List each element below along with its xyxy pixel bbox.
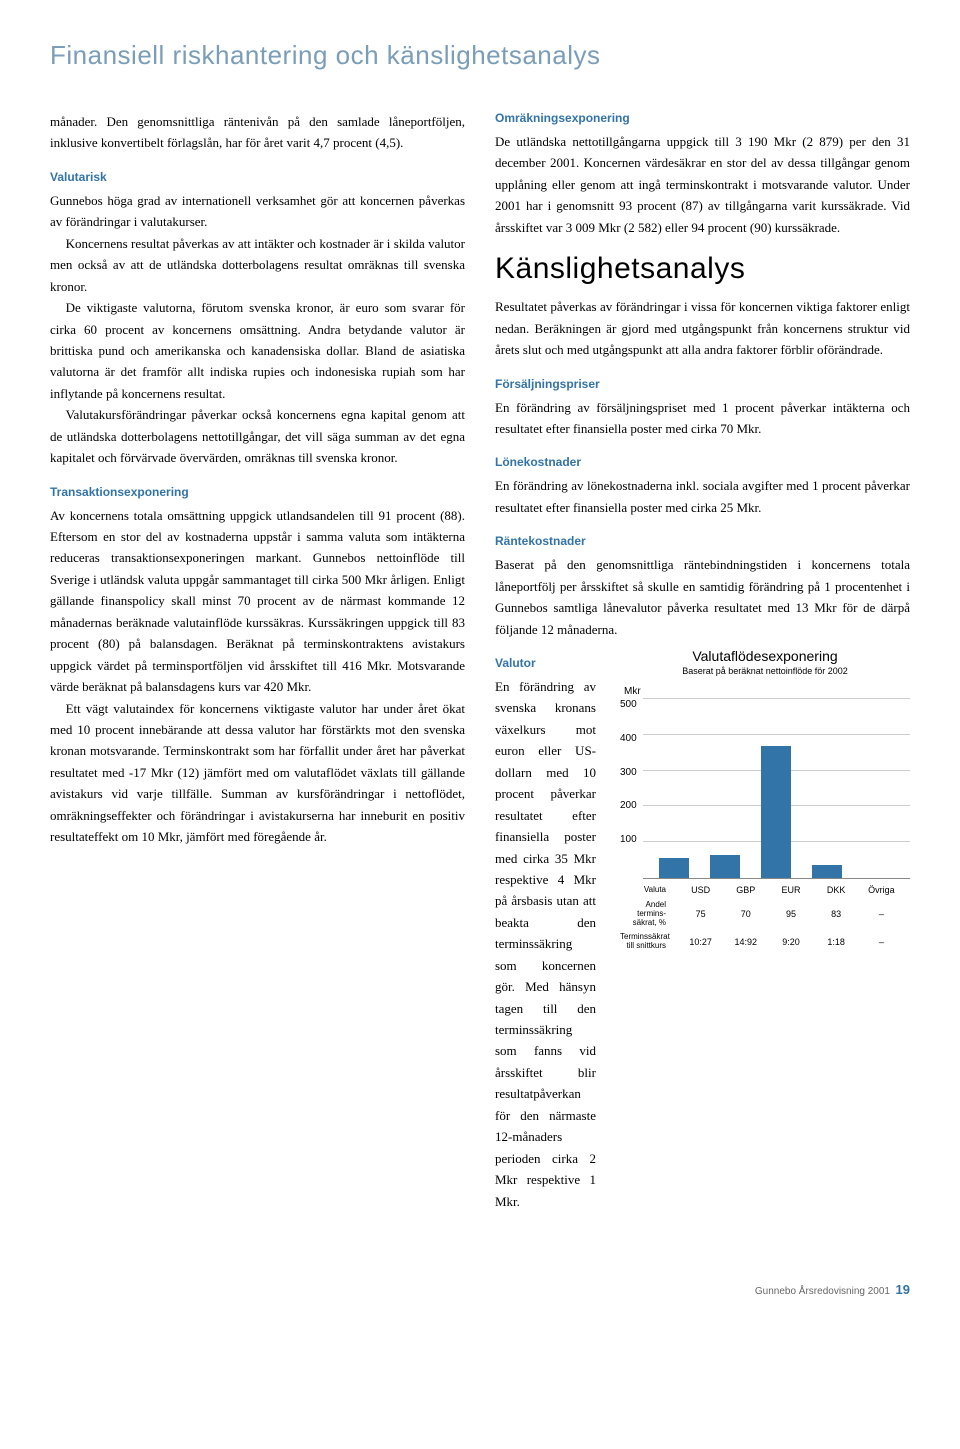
x-cell: EUR — [776, 885, 806, 895]
row-label-termins: Terminssäkrat till snittkurs — [620, 933, 672, 951]
page-footer: Gunnebo Årsredovisning 2001 19 — [50, 1282, 910, 1297]
body-paragraph: Ett vägt valutaindex för koncernens vikt… — [50, 698, 465, 848]
x-cell: 95 — [776, 909, 806, 919]
chart-termins-row: Terminssäkrat till snittkurs 10:27 14:92 9… — [620, 933, 910, 951]
body-paragraph: De viktigaste valutorna, förutom svenska… — [50, 297, 465, 404]
subhead-rantekostnader: Räntekostnader — [495, 534, 910, 548]
x-cell: 83 — [821, 909, 851, 919]
chart-category-cells: USD GBP EUR DKK Övriga — [672, 885, 910, 895]
x-cell: DKK — [821, 885, 851, 895]
subhead-omrakning: Omräkningsexponering — [495, 111, 910, 125]
chart-area: 500 400 300 200 100 — [620, 699, 910, 879]
chart-y-label: Mkr — [624, 686, 910, 697]
chart-bar — [659, 858, 689, 878]
chart-title: Valutaflödesexponering — [620, 648, 910, 664]
valutor-text-block: Valutor En förändring av svenska kronans… — [495, 640, 596, 1212]
y-tick: 100 — [620, 834, 637, 845]
valutor-and-chart-row: Valutor En förändring av svenska kronans… — [495, 640, 910, 1212]
subhead-lonekostnader: Lönekostnader — [495, 455, 910, 469]
body-paragraph: Baserat på den genomsnittliga räntebindn… — [495, 554, 910, 640]
chart-andel-row: Andel termins- säkrat, % 75 70 95 83 – — [620, 901, 910, 927]
grid-line — [643, 698, 910, 699]
subhead-valutarisk: Valutarisk — [50, 170, 465, 184]
subhead-forsaljningspriser: Försäljningspriser — [495, 377, 910, 391]
x-cell: GBP — [731, 885, 761, 895]
chart-box: Valutaflödesexponering Baserat på beräkn… — [620, 640, 910, 951]
right-column: Omräkningsexponering De utländska nettot… — [495, 111, 910, 1212]
y-tick: 400 — [620, 733, 637, 744]
chart-bar — [761, 746, 791, 878]
chart-category-row: Valuta USD GBP EUR DKK Övriga — [620, 885, 910, 895]
body-paragraph: De utländska nettotillgångarna uppgick t… — [495, 131, 910, 238]
x-cell: – — [866, 937, 896, 947]
x-cell: 70 — [731, 909, 761, 919]
chart-andel-cells: 75 70 95 83 – — [672, 909, 910, 919]
row-label-andel: Andel termins- säkrat, % — [620, 901, 672, 927]
body-paragraph: månader. Den genomsnittliga räntenivån p… — [50, 111, 465, 154]
left-column: månader. Den genomsnittliga räntenivån p… — [50, 111, 465, 1212]
body-paragraph: En förändring av svenska kronans växelku… — [495, 676, 596, 1212]
body-paragraph: Resultatet påverkas av förändringar i vi… — [495, 296, 910, 360]
x-cell: 10:27 — [686, 937, 716, 947]
x-cell: USD — [686, 885, 716, 895]
chart-bar — [710, 855, 740, 878]
body-paragraph: En förändring av lönekostnaderna inkl. s… — [495, 475, 910, 518]
body-paragraph: Koncernens resultat påverkas av att intä… — [50, 233, 465, 297]
x-cell: 9:20 — [776, 937, 806, 947]
page-number: 19 — [896, 1282, 910, 1297]
body-paragraph: En förändring av försäljningspriset med … — [495, 397, 910, 440]
x-cell: 1:18 — [821, 937, 851, 947]
x-cell: 14:92 — [731, 937, 761, 947]
y-tick: 200 — [620, 800, 637, 811]
y-tick: 300 — [620, 767, 637, 778]
footer-text: Gunnebo Årsredovisning 2001 — [755, 1286, 890, 1297]
row-label-valuta: Valuta — [620, 886, 672, 895]
chart-y-axis: 500 400 300 200 100 — [620, 699, 643, 879]
section-heading-kanslighetsanalys: Känslighetsanalys — [495, 252, 910, 286]
page-title: Finansiell riskhantering och känslighets… — [50, 40, 910, 71]
chart-plot — [643, 699, 910, 879]
x-cell: 75 — [686, 909, 716, 919]
body-paragraph: Valutakursförändringar påverkar också ko… — [50, 404, 465, 468]
chart-subtitle: Baserat på beräknat nettoinflöde för 200… — [620, 666, 910, 676]
subhead-valutor: Valutor — [495, 656, 596, 670]
body-paragraph: Gunnebos höga grad av internationell ver… — [50, 190, 465, 233]
y-tick: 500 — [620, 699, 637, 710]
chart-bar — [812, 865, 842, 878]
two-column-layout: månader. Den genomsnittliga räntenivån p… — [50, 111, 910, 1212]
grid-line — [643, 734, 910, 735]
body-paragraph: Av koncernens totala omsättning uppgick … — [50, 505, 465, 698]
x-cell: Övriga — [866, 885, 896, 895]
chart-termins-cells: 10:27 14:92 9:20 1:18 – — [672, 937, 910, 947]
subhead-transaktion: Transaktionsexponering — [50, 485, 465, 499]
x-cell: – — [866, 909, 896, 919]
